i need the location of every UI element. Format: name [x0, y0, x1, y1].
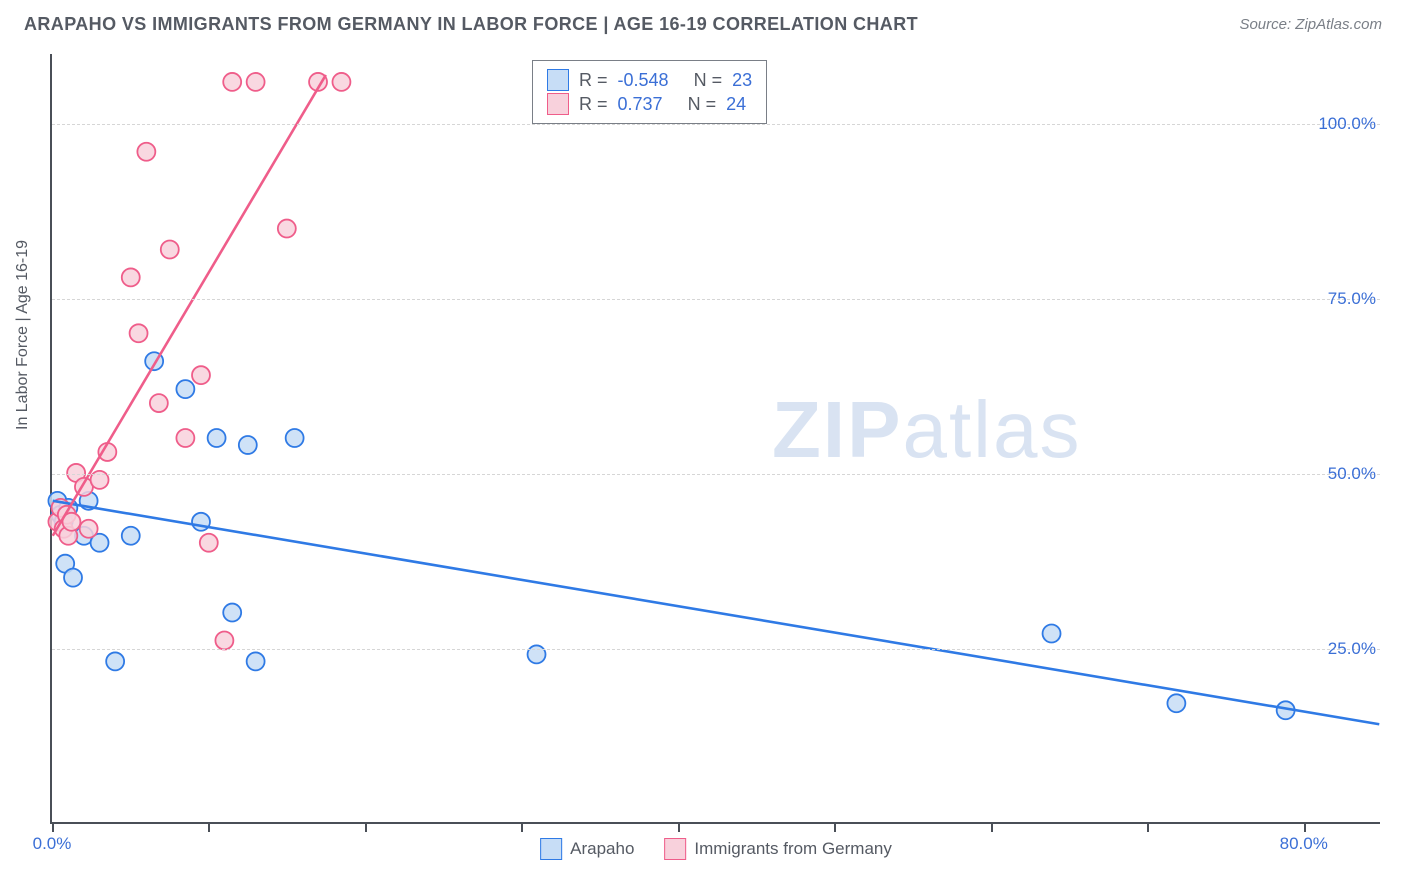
- x-tick: [1304, 822, 1306, 832]
- n-value-2: 24: [726, 94, 746, 115]
- x-tick: [991, 822, 993, 832]
- x-tick: [834, 822, 836, 832]
- stats-legend-box: R = -0.548 N = 23 R = 0.737 N = 24: [532, 60, 767, 124]
- legend-swatch-1: [540, 838, 562, 860]
- r-value-1: -0.548: [618, 70, 669, 91]
- y-tick-label: 50.0%: [1328, 464, 1382, 484]
- gridline: [52, 299, 1380, 300]
- stats-row-2: R = 0.737 N = 24: [547, 93, 752, 115]
- r-label-2: R =: [579, 94, 608, 115]
- stats-swatch-2: [547, 93, 569, 115]
- gridline: [52, 124, 1380, 125]
- x-tick: [208, 822, 210, 832]
- header: ARAPAHO VS IMMIGRANTS FROM GERMANY IN LA…: [0, 0, 1406, 45]
- x-tick: [52, 822, 54, 832]
- n-label-2: N =: [688, 94, 717, 115]
- x-tick: [1147, 822, 1149, 832]
- plot-area: ZIPatlas R = -0.548 N = 23 R = 0.737 N =…: [50, 54, 1380, 824]
- legend-item-2: Immigrants from Germany: [664, 838, 891, 860]
- x-tick-label: 80.0%: [1280, 834, 1328, 854]
- stats-swatch-1: [547, 69, 569, 91]
- y-tick-label: 100.0%: [1318, 114, 1382, 134]
- x-tick: [678, 822, 680, 832]
- x-tick-label: 0.0%: [33, 834, 72, 854]
- x-tick: [521, 822, 523, 832]
- gridline: [52, 649, 1380, 650]
- x-tick: [365, 822, 367, 832]
- legend-label-1: Arapaho: [570, 839, 634, 859]
- chart-svg: [52, 54, 1380, 822]
- legend-bottom: Arapaho Immigrants from Germany: [540, 838, 892, 860]
- stats-row-1: R = -0.548 N = 23: [547, 69, 752, 91]
- legend-item-1: Arapaho: [540, 838, 634, 860]
- y-tick-label: 25.0%: [1328, 639, 1382, 659]
- legend-label-2: Immigrants from Germany: [694, 839, 891, 859]
- legend-swatch-2: [664, 838, 686, 860]
- r-label-1: R =: [579, 70, 608, 91]
- gridline: [52, 474, 1380, 475]
- r-value-2: 0.737: [618, 94, 663, 115]
- n-label-1: N =: [694, 70, 723, 91]
- source-attribution: Source: ZipAtlas.com: [1239, 16, 1382, 33]
- y-axis-label: In Labor Force | Age 16-19: [14, 240, 32, 430]
- n-value-1: 23: [732, 70, 752, 91]
- chart-title: ARAPAHO VS IMMIGRANTS FROM GERMANY IN LA…: [24, 14, 918, 35]
- y-tick-label: 75.0%: [1328, 289, 1382, 309]
